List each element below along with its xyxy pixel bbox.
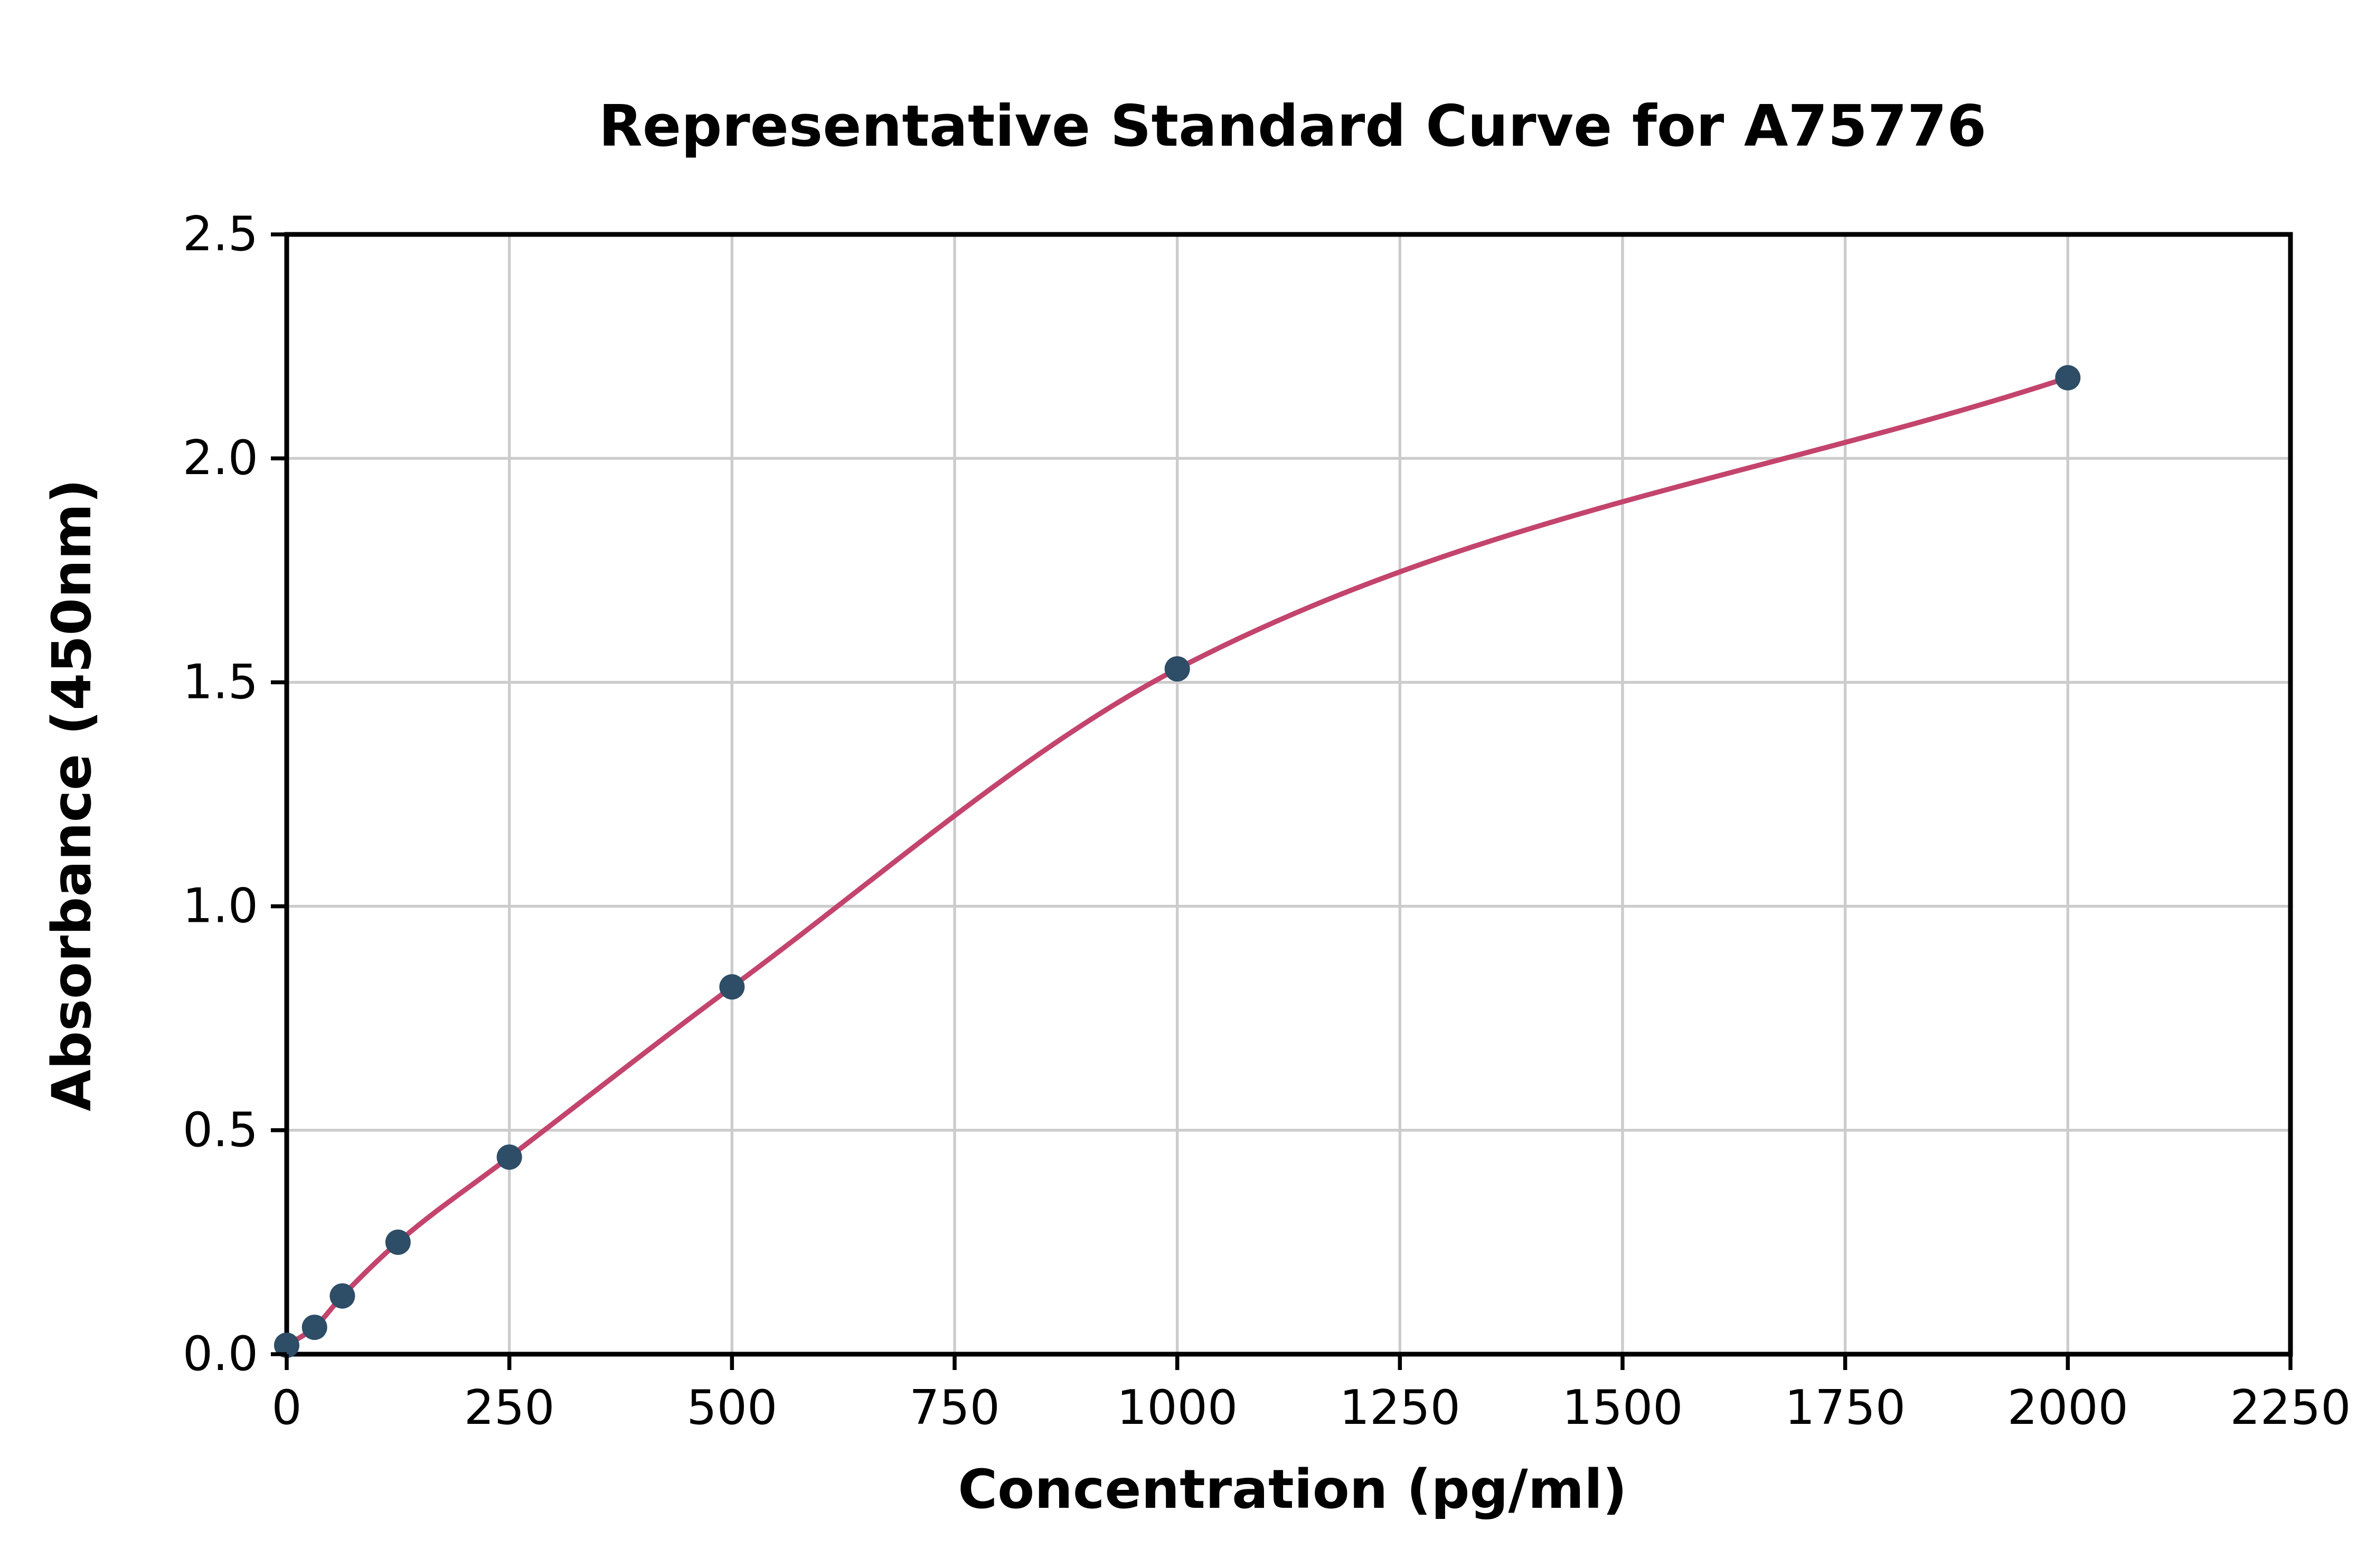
- x-tick-label: 1500: [1562, 1380, 1683, 1435]
- data-point: [329, 1283, 355, 1309]
- plot-border: [284, 232, 2293, 1357]
- axis-ticks: 0 250 500 750 1000 1250 1500 1750 2000 2250 0.0 0.5…: [183, 206, 2351, 1435]
- y-tick-label: 0.5: [183, 1102, 258, 1158]
- plot-area: [274, 232, 2293, 1358]
- x-tick-label: 2250: [2230, 1380, 2351, 1435]
- data-point: [274, 1333, 299, 1358]
- x-tick-label: 250: [464, 1380, 555, 1435]
- x-tick-label: 500: [686, 1380, 777, 1435]
- x-tick-label: 1000: [1117, 1380, 1238, 1435]
- data-point: [496, 1144, 522, 1170]
- y-tick-label: 2.5: [183, 206, 258, 262]
- y-tick-label: 2.0: [183, 430, 258, 486]
- data-point: [1164, 656, 1190, 682]
- y-tick-label: 0.0: [183, 1326, 258, 1382]
- chart-title: Representative Standard Curve for A75776: [599, 93, 1987, 159]
- x-tick-label: 1250: [1340, 1380, 1460, 1435]
- x-tick-label: 2000: [2007, 1380, 2128, 1435]
- x-axis-label: Concentration (pg/ml): [958, 1458, 1627, 1521]
- data-point: [2055, 365, 2081, 391]
- data-point: [719, 974, 745, 1000]
- data-point: [301, 1315, 327, 1340]
- x-tick-label: 1750: [1785, 1380, 1906, 1435]
- y-tick-label: 1.0: [183, 879, 258, 934]
- y-axis-label: Absorbance (450nm): [41, 479, 103, 1111]
- y-tick-label: 1.5: [183, 654, 258, 710]
- x-tick-label: 750: [909, 1380, 1000, 1435]
- x-tick-label: 0: [271, 1380, 301, 1435]
- data-point: [385, 1229, 411, 1255]
